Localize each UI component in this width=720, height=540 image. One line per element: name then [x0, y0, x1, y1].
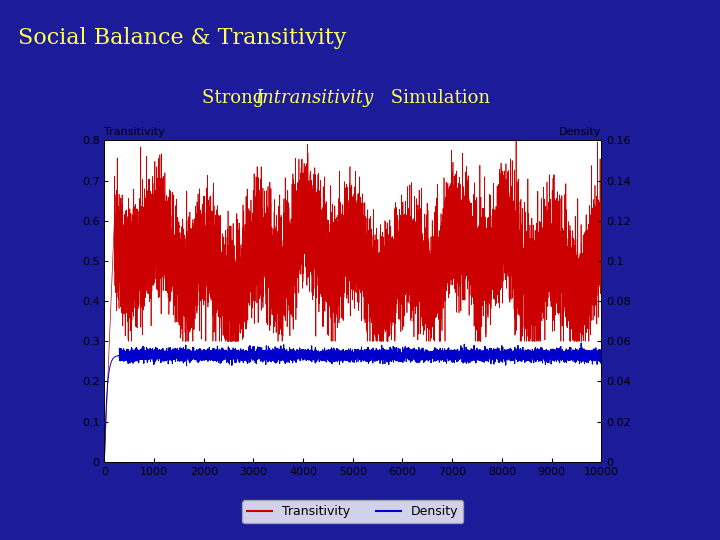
Text: Density: Density — [559, 127, 601, 137]
Legend: Transitivity, Density: Transitivity, Density — [243, 500, 463, 523]
Text: Transitivity: Transitivity — [104, 127, 166, 137]
Text: Social Balance & Transitivity: Social Balance & Transitivity — [18, 27, 346, 49]
Text: Intransitivity: Intransitivity — [256, 89, 374, 107]
Text: Simulation: Simulation — [385, 89, 490, 107]
Text: Strong: Strong — [202, 89, 269, 107]
